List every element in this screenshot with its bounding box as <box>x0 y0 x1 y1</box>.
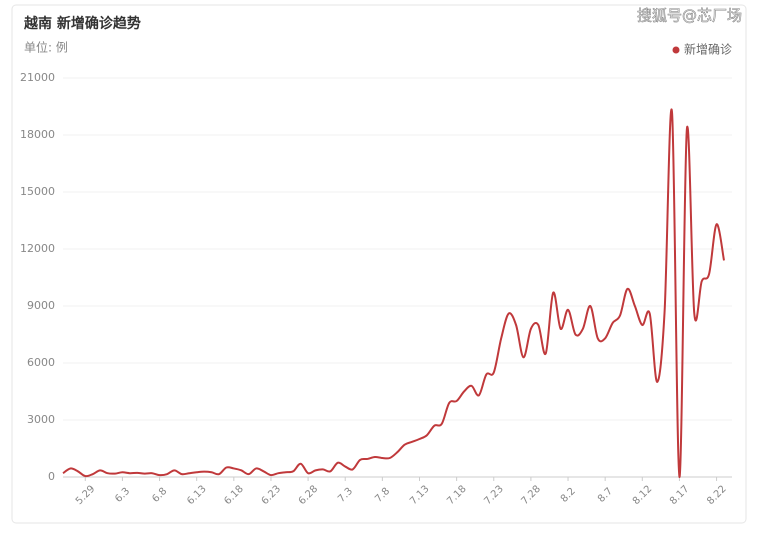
y-tick-label: 12000 <box>20 242 55 255</box>
y-tick-label: 0 <box>48 470 55 483</box>
y-tick-label: 3000 <box>27 413 55 426</box>
legend-label: 新增确诊 <box>684 42 732 57</box>
line-series <box>62 108 725 479</box>
y-tick-label: 18000 <box>20 128 55 141</box>
y-tick-label: 15000 <box>20 185 55 198</box>
y-tick-label: 6000 <box>27 356 55 369</box>
y-tick-label: 21000 <box>20 71 55 84</box>
chart-title: 越南 新增确诊趋势 <box>23 15 141 32</box>
legend-marker <box>672 46 680 54</box>
chart-subtitle: 单位: 例 <box>24 40 68 55</box>
watermark: 搜狐号@芯厂场 <box>637 7 742 25</box>
card <box>11 4 747 524</box>
y-tick-label: 9000 <box>27 299 55 312</box>
